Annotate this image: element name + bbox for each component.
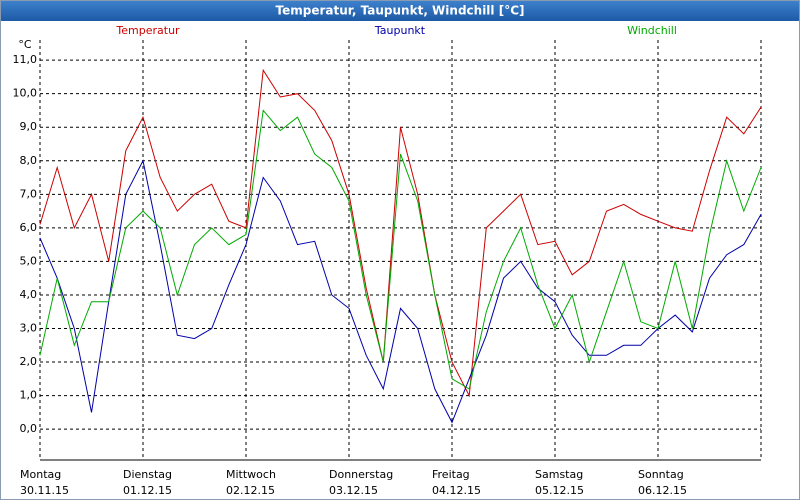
y-tick-label: 2,0 [20, 355, 38, 368]
series-line [39, 159, 762, 424]
x-tick-label: Freitag 04.12.15 [432, 468, 481, 497]
y-tick-label: 11,0 [13, 53, 38, 66]
series-line [39, 109, 762, 390]
y-tick-label: 6,0 [20, 221, 38, 234]
x-tick-label: Sonntag 06.12.15 [638, 468, 687, 497]
y-tick-label: 7,0 [20, 187, 38, 200]
title-bar [1, 1, 799, 21]
chart-title: Temperatur, Taupunkt, Windchill [°C] [276, 4, 525, 18]
y-tick-label: 10,0 [13, 87, 38, 100]
y-tick-label: 3,0 [20, 321, 38, 334]
y-tick-label: 4,0 [20, 288, 38, 301]
x-tick-label: Montag 30.11.15 [20, 468, 69, 497]
legend-label: Taupunkt [374, 24, 426, 37]
y-tick-label: 5,0 [20, 254, 38, 267]
x-tick-label: Mittwoch 02.12.15 [226, 468, 276, 497]
legend-label: Temperatur [115, 24, 180, 37]
x-tick-label: Donnerstag 03.12.15 [329, 468, 393, 497]
y-tick-label: 9,0 [20, 120, 38, 133]
x-tick-label: Samstag 05.12.15 [535, 468, 584, 497]
x-tick-label: Dienstag 01.12.15 [123, 468, 172, 497]
y-axis-label: °C [18, 38, 32, 51]
y-tick-label: 0,0 [20, 422, 38, 435]
series-line [39, 68, 762, 398]
y-tick-label: 1,0 [20, 389, 38, 402]
y-tick-label: 8,0 [20, 154, 38, 167]
legend-label: Windchill [627, 24, 677, 37]
